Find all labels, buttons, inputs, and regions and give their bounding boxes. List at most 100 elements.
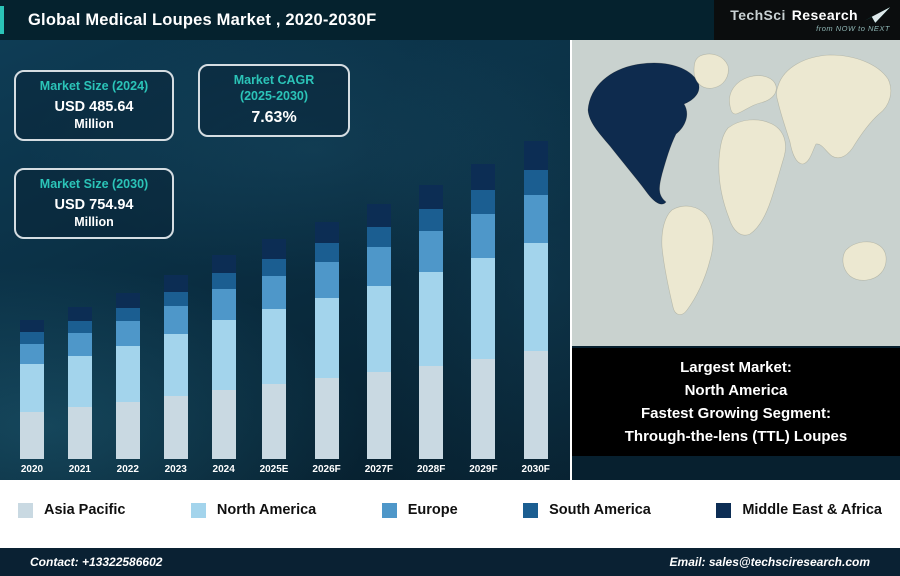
callout-title: Market Size (2030)	[39, 177, 149, 191]
segment-asia-pacific	[163, 396, 188, 459]
legend-item-south-america: South America	[523, 502, 651, 518]
segment-south-america	[523, 169, 548, 196]
segment-middle-east-africa	[19, 319, 44, 333]
segment-middle-east-africa	[366, 204, 391, 228]
bar-2022: 2022	[115, 292, 140, 478]
segment-north-america	[67, 355, 92, 408]
segment-middle-east-africa	[523, 141, 548, 170]
segment-asia-pacific	[523, 350, 548, 459]
legend-swatch	[190, 502, 206, 518]
x-axis-label: 2030F	[521, 464, 550, 475]
segment-asia-pacific	[366, 372, 391, 459]
segment-asia-pacific	[211, 389, 236, 459]
bar-stack	[67, 307, 92, 459]
legend-swatch	[716, 502, 732, 518]
legend-label: South America	[549, 502, 651, 518]
segment-south-america	[211, 272, 236, 290]
segment-north-america	[471, 258, 496, 359]
segment-middle-east-africa	[163, 274, 188, 292]
map-region-south-america	[661, 205, 714, 315]
map-region-europe	[729, 75, 777, 115]
segment-asia-pacific	[115, 402, 140, 459]
segment-south-america	[19, 332, 44, 344]
bar-stack	[211, 254, 236, 459]
world-map	[572, 40, 900, 346]
callout-unit: Million	[74, 116, 114, 131]
bar-2021: 2021	[67, 307, 92, 478]
map-region-north-america	[587, 62, 700, 205]
brand-tagline: from NOW to NEXT	[816, 24, 890, 33]
callout-title: Market Size (2024)	[39, 79, 149, 93]
legend-label: North America	[216, 502, 317, 518]
segment-north-america	[314, 297, 339, 379]
callout-subtitle: (2025-2030)	[239, 88, 309, 103]
segment-south-america	[471, 190, 496, 214]
segment-south-america	[163, 291, 188, 307]
note-line: Fastest Growing Segment:	[640, 405, 832, 422]
x-axis-label: 2026F	[312, 464, 341, 475]
brand-logo: TechSci Research from NOW to NEXT	[714, 0, 900, 40]
x-axis-label: 2023	[164, 464, 187, 475]
stacked-bar-chart: Market Size (2024) USD 485.64 Million Ma…	[0, 40, 570, 480]
header: Global Medical Loupes Market , 2020-2030…	[0, 0, 900, 40]
segment-south-america	[67, 321, 92, 334]
segment-north-america	[419, 272, 444, 366]
bar-2025e: 2025E	[260, 238, 288, 478]
x-axis-label: 2029F	[469, 464, 498, 475]
legend-swatch	[18, 502, 33, 518]
segment-europe	[67, 333, 92, 356]
segment-asia-pacific	[19, 411, 44, 459]
segment-asia-pacific	[314, 378, 339, 459]
segment-europe	[314, 262, 339, 298]
map-region-greenland	[693, 53, 729, 89]
bar-stack	[419, 184, 444, 459]
right-panel: Largest Market: North America Fastest Gr…	[572, 40, 900, 480]
footer: Contact: +13322586602 Email: sales@techs…	[0, 548, 900, 576]
x-axis-label: 2024	[212, 464, 235, 475]
segment-middle-east-africa	[419, 184, 444, 210]
bar-stack	[471, 163, 496, 459]
bar-stack	[262, 238, 287, 459]
segment-middle-east-africa	[314, 221, 339, 244]
segment-asia-pacific	[262, 384, 287, 459]
segment-europe	[211, 289, 236, 320]
segment-europe	[471, 213, 496, 258]
bar-stack	[366, 204, 391, 459]
segment-north-america	[115, 345, 140, 403]
market-cagr-callout: Market CAGR (2025-2030) 7.63%	[198, 64, 350, 138]
legend-item-north-america: North America	[190, 502, 317, 518]
chart-legend: Asia Pacific North America Europe South Ame…	[0, 480, 900, 540]
bar-2026f: 2026F	[312, 221, 341, 478]
market-note: Largest Market: North America Fastest Gr…	[572, 348, 900, 456]
market-size-2030-callout: Market Size (2030) USD 754.94 Million	[14, 168, 174, 239]
main-content: Market Size (2024) USD 485.64 Million Ma…	[0, 40, 900, 480]
segment-asia-pacific	[67, 407, 92, 459]
brand-name-primary: TechSci	[730, 7, 786, 23]
x-axis-label: 2028F	[416, 464, 446, 475]
contact-text: Contact: +13322586602	[30, 555, 163, 569]
segment-middle-east-africa	[262, 238, 287, 259]
bar-2020: 2020	[19, 319, 44, 478]
x-axis-label: 2021	[68, 464, 91, 475]
email-text: Email: sales@techsciresearch.com	[669, 555, 870, 569]
legend-item-europe: Europe	[381, 502, 458, 518]
footer-gap	[0, 540, 900, 548]
bar-stack	[115, 292, 140, 459]
segment-north-america	[163, 333, 188, 397]
legend-label: Europe	[407, 502, 458, 518]
segment-north-america	[19, 364, 44, 412]
segment-south-america	[314, 243, 339, 263]
legend-item-middle-east-africa: Middle East & Africa	[716, 502, 882, 518]
header-accent-bar	[0, 6, 4, 34]
segment-europe	[419, 231, 444, 273]
legend-label: Middle East & Africa	[742, 502, 882, 518]
map-region-australia	[842, 241, 887, 281]
bar-stack	[163, 274, 188, 459]
bar-stack	[523, 141, 548, 459]
segment-north-america	[211, 320, 236, 390]
map-region-africa	[718, 119, 786, 236]
segment-europe	[163, 306, 188, 334]
note-line: North America	[684, 381, 788, 399]
segment-north-america	[523, 242, 548, 351]
